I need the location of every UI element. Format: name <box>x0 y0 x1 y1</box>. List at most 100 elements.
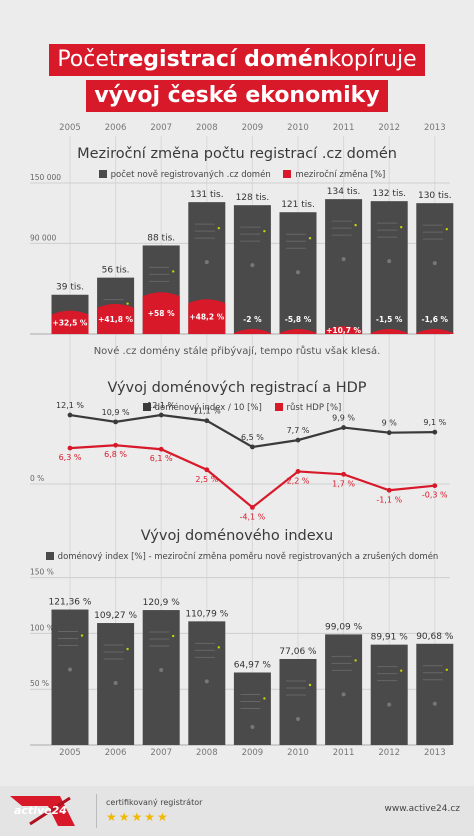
year-label-top: 2010 <box>287 123 309 133</box>
chart1-bar-label: 88 tis. <box>147 233 175 243</box>
chart3-legend: doménový index [%] - meziroční změna pom… <box>0 552 474 562</box>
chart2-title: Vývoj doménových registrací a HDP <box>107 380 367 396</box>
bar-decoration-led <box>126 647 129 651</box>
chart2-tick-label: 0 % <box>30 474 44 483</box>
footer-logo-text[interactable]: active24 <box>14 804 67 817</box>
chart3-bar-label: 90,68 % <box>416 632 454 642</box>
legend-swatch-domain-index <box>45 552 54 560</box>
chart2-point-label: 2,2 % <box>287 476 310 485</box>
chart1-change-shape <box>142 292 180 334</box>
bar-decoration-dot <box>432 701 437 706</box>
chart2-point <box>204 467 210 473</box>
bar-decoration-dot <box>296 270 300 275</box>
bar-decoration-led <box>445 668 448 671</box>
year-label-top: 2013 <box>424 123 446 133</box>
chart1-tick-label: 90 000 <box>30 233 56 242</box>
chart1-change-shape <box>233 329 271 334</box>
chart2-legend: doménový index / 10 [%] růst HDP [%] <box>0 403 474 413</box>
chart1-change-shape <box>188 299 226 334</box>
chart3-bar <box>51 609 89 745</box>
chart2-point <box>432 429 438 435</box>
footer: active24 certifikovaný registrátor ★★★★★… <box>0 786 474 836</box>
chart2-point-label: 11,1 % <box>193 407 221 416</box>
chart3-bar-label: 64,97 % <box>234 660 272 670</box>
chart1-bar-label: 130 tis. <box>418 191 452 201</box>
chart3-bar-label: 110,79 % <box>185 609 228 619</box>
year-label-bottom: 2005 <box>59 748 81 758</box>
chart1-change-label: +41,8 % <box>98 315 133 324</box>
chart2-point-label: 12,1 % <box>147 401 175 410</box>
chart2-point <box>113 442 118 448</box>
bar-decoration-led <box>400 225 403 229</box>
bar-decoration-led <box>445 227 448 231</box>
bar-decoration-dot <box>432 261 437 266</box>
chart1-change-label: -5,8 % <box>285 315 312 324</box>
year-label-top: 2011 <box>333 123 355 133</box>
chart2-point-label: 6,1 % <box>150 454 173 463</box>
chart2-point-label: 12,1 % <box>56 401 84 410</box>
chart3-bar-label: 77,06 % <box>279 647 317 657</box>
chart2-point-label: 1,7 % <box>332 479 355 488</box>
chart1-change-label: -1,6 % <box>422 315 449 324</box>
chart3-bar-label: 120,9 % <box>143 598 181 608</box>
chart2-point <box>67 445 73 451</box>
chart1-change-shape <box>325 326 363 334</box>
chart2-point <box>386 487 392 493</box>
year-label-bottom: 2008 <box>196 748 218 758</box>
chart2-point-label: -1,1 % <box>376 495 402 504</box>
chart2-point-label: 2,5 % <box>195 475 218 484</box>
chart2-point <box>341 471 346 477</box>
footer-url[interactable]: www.active24.cz <box>384 804 460 814</box>
chart3-tick-label: 100 % <box>30 623 54 632</box>
chart2-point-label: 6,3 % <box>59 453 82 462</box>
year-label-bottom: 2011 <box>333 748 355 758</box>
chart2-point <box>386 430 392 436</box>
bar-decoration-dot <box>113 681 118 686</box>
chart1-change-shape <box>279 329 317 334</box>
year-label-top: 2005 <box>59 123 81 133</box>
year-label-bottom: 2009 <box>242 748 264 758</box>
year-label-top: 2008 <box>196 123 218 133</box>
chart3-bar-label: 121,36 % <box>49 598 92 608</box>
bar-decoration-dot <box>204 679 209 684</box>
year-label-top: 2007 <box>150 123 172 133</box>
bar-decoration-led <box>354 659 357 662</box>
bar-decoration-dot <box>341 692 346 697</box>
chart1-change-shape <box>370 329 408 334</box>
chart3-tick-label: 150 % <box>30 568 54 577</box>
year-label-bottom: 2010 <box>287 748 309 758</box>
chart3-title: Vývoj doménového indexu <box>140 528 334 544</box>
chart1-change-label: +32,5 % <box>53 318 88 327</box>
year-label-top: 2006 <box>105 123 127 133</box>
year-label-bottom: 2013 <box>424 748 446 758</box>
chart1-bar-label: 134 tis. <box>327 187 361 197</box>
chart1-change-shape <box>97 303 135 334</box>
chart2-point <box>158 446 164 452</box>
chart3-bar <box>279 658 317 745</box>
footer-cert: certifikovaný registrátor <box>106 798 203 807</box>
chart2-point <box>295 437 301 443</box>
bar-decoration-led <box>172 270 175 273</box>
bar-decoration-dot <box>250 725 255 729</box>
bar-decoration-led <box>263 697 266 700</box>
chart1-bar <box>233 205 271 334</box>
footer-logo-icon <box>10 796 75 826</box>
header-line-1: Počet registrací domén kopíruje <box>0 44 474 76</box>
chart3-bar <box>325 634 363 745</box>
footer-stars: ★★★★★ <box>106 810 170 824</box>
year-label-top: 2012 <box>378 123 400 133</box>
chart1-change-label: -1,5 % <box>376 315 403 324</box>
chart2-point <box>113 419 118 425</box>
chart1-change-label: +48,2 % <box>189 313 224 322</box>
bar-decoration-led <box>400 669 403 672</box>
chart1-tick-label: 150 000 <box>30 173 61 182</box>
legend-swatch-bars <box>98 170 107 178</box>
bar-decoration-led <box>80 634 84 637</box>
chart2-point-label: 9 % <box>382 419 398 428</box>
chart3-bar-label: 109,27 % <box>94 611 137 621</box>
chart2-point <box>250 444 255 450</box>
footer-divider <box>96 794 97 828</box>
bar-decoration-dot <box>296 716 300 721</box>
bar-decoration-led <box>263 229 266 233</box>
